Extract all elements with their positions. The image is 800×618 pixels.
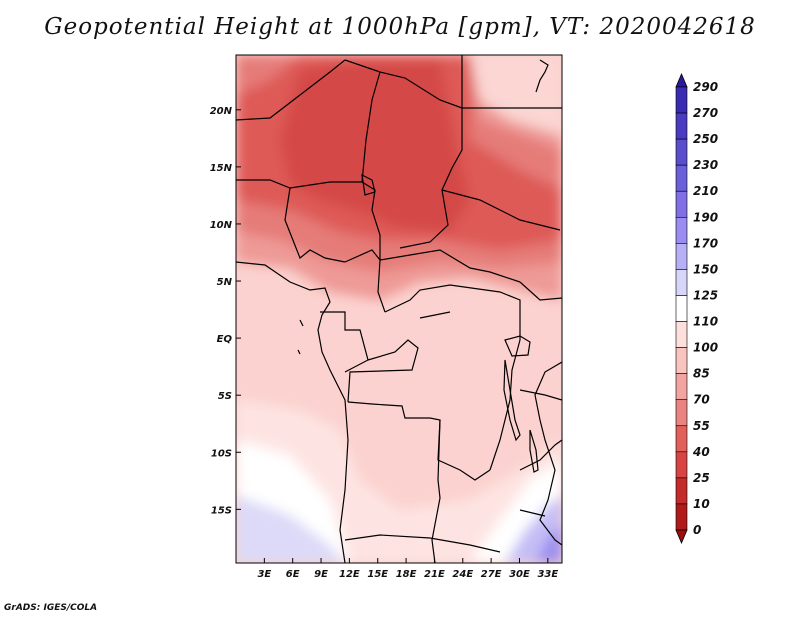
colorbar-level-label: 110 <box>693 315 718 329</box>
lake-chad <box>361 173 376 196</box>
field-band-125 <box>236 495 345 563</box>
border-nigeria <box>284 187 346 263</box>
border-drc-west <box>347 339 419 403</box>
colorbar-swatch <box>675 112 688 140</box>
colorbar-swatch <box>675 86 688 114</box>
river-fragment-2 <box>519 509 546 517</box>
colorbar-swatch <box>675 295 688 322</box>
lon-tick-label: 33E <box>537 569 558 580</box>
lon-tick-label: 3E <box>257 569 271 580</box>
colorbar-level-label: 85 <box>693 367 710 381</box>
border-sahel <box>236 179 381 260</box>
colorbar-swatch <box>675 321 688 348</box>
colorbar-swatch <box>675 503 688 531</box>
colorbar-swatch <box>675 399 688 427</box>
colorbar-top-arrow <box>675 72 688 88</box>
colorbar-level-label: 55 <box>693 419 710 433</box>
colorbar-swatch <box>675 164 688 192</box>
border-angola-namibia <box>344 534 501 553</box>
longitude-axis: 3E 6E 9E 12E 15E 18E 21E 24E 27E 30E 33E <box>257 558 558 580</box>
colorbar-level-label: 190 <box>693 210 718 224</box>
grads-credit: GrADS: IGES/COLA <box>4 603 98 613</box>
colorbar-level-label: 170 <box>693 236 718 250</box>
lake-malawi <box>529 429 539 473</box>
lon-tick-label: 24E <box>452 569 473 580</box>
lat-tick-label: 5N <box>217 277 233 288</box>
border-gabon <box>320 311 369 373</box>
colorbar-level-label: 270 <box>693 106 718 120</box>
lat-tick-label: 20N <box>210 106 233 117</box>
coast-east-africa <box>534 361 562 546</box>
border-algeria-mali <box>236 59 346 121</box>
coast-west-africa <box>236 261 349 563</box>
field-band-ne-light <box>470 55 562 135</box>
river-fragment-1 <box>419 311 451 319</box>
lon-tick-label: 9E <box>314 569 328 580</box>
colorbar-level-label: 0 <box>693 523 701 537</box>
lat-tick-label: 10N <box>210 220 233 231</box>
lake-victoria <box>504 335 531 357</box>
colorbar-swatch <box>675 269 688 296</box>
colorbar-level-label: 250 <box>693 132 718 146</box>
country-borders <box>236 55 562 563</box>
colorbar-swatch <box>675 190 688 218</box>
colorbar-level-label: 100 <box>693 341 718 355</box>
colorbar-level-label: 25 <box>693 471 710 485</box>
border-congo <box>384 284 521 340</box>
colorbar-level-label: 70 <box>693 393 710 407</box>
border-drc-east <box>489 339 521 471</box>
lat-tick-label: 15N <box>210 163 233 174</box>
lon-tick-label: 18E <box>396 569 417 580</box>
colorbar-level-label: 290 <box>693 80 718 94</box>
border-ethiopia <box>519 281 562 301</box>
lake-tanganyika <box>503 359 521 442</box>
colorbar-swatch <box>675 243 688 270</box>
colorbar-swatch <box>675 138 688 166</box>
lon-tick-label: 15E <box>367 569 388 580</box>
colorbar-level-label: 10 <box>693 497 710 511</box>
gulf-coast-islands <box>297 319 304 355</box>
border-car <box>379 249 521 283</box>
lat-tick-label: 5S <box>218 391 232 402</box>
colorbar-bottom-arrow <box>675 529 688 545</box>
border-south-sudan <box>441 189 561 231</box>
border-mozambique <box>519 439 562 471</box>
border-drc-south <box>347 401 491 481</box>
border-niger-chad <box>361 71 381 183</box>
lat-tick-label: 15S <box>211 505 232 516</box>
map-frame <box>235 54 563 564</box>
lon-tick-label: 27E <box>481 569 502 580</box>
border-tanzania <box>519 389 562 401</box>
lon-tick-label: 12E <box>339 569 360 580</box>
lat-tick-label: 10S <box>211 448 232 459</box>
latitude-axis: 20N 15N 10N 5N EQ 5S 10S 15S <box>210 106 241 516</box>
field-band-25 <box>280 60 470 232</box>
lon-tick-label: 30E <box>509 569 530 580</box>
colorbar-level-label: 210 <box>693 184 718 198</box>
colorbar-level-label: 230 <box>693 158 718 172</box>
colorbar-level-label: 40 <box>692 445 710 459</box>
nile-river <box>535 59 549 93</box>
border-angola-zambia <box>431 419 441 563</box>
lon-tick-label: 21E <box>424 569 445 580</box>
colorbar-swatch <box>675 425 688 453</box>
lat-tick-label: EQ <box>217 334 233 345</box>
chart-title: Geopotential Height at 1000hPa [gpm], VT… <box>44 14 756 40</box>
height-field <box>236 55 562 563</box>
border-libya-egypt <box>461 55 562 109</box>
border-niger-north <box>344 59 463 109</box>
colorbar-swatch <box>675 451 688 479</box>
field-band-190 <box>535 525 562 563</box>
colorbar-swatch <box>675 216 688 244</box>
lon-tick-label: 6E <box>286 569 300 580</box>
colorbar-swatch <box>675 373 688 401</box>
colorbar-level-label: 150 <box>693 262 718 276</box>
colorbar-level-label: 125 <box>693 288 718 302</box>
colorbar-swatch <box>675 347 688 374</box>
colorbar: 2902702502302101901701501251101008570554… <box>675 72 718 545</box>
colorbar-swatch <box>675 477 688 505</box>
